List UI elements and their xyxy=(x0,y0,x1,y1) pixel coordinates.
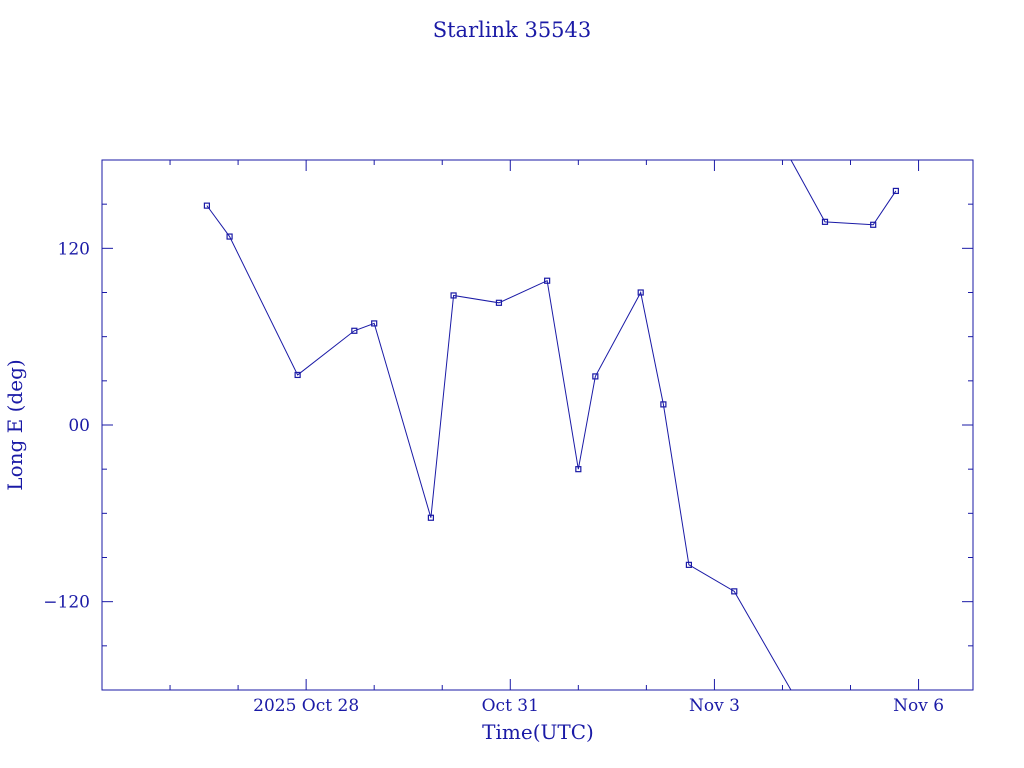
x-tick-label: 2025 Oct 28 xyxy=(253,696,359,716)
y-tick-label: −120 xyxy=(43,593,90,613)
y-axis-label: Long E (deg) xyxy=(3,359,27,490)
axis-ticks xyxy=(102,160,973,690)
data-point xyxy=(351,327,358,334)
series-line xyxy=(790,159,897,226)
data-point xyxy=(575,466,582,473)
tick-labels: 2025 Oct 28 Oct 31 Nov 3 Nov 6 120 00 −120 xyxy=(43,239,944,716)
data-point xyxy=(592,373,599,380)
y-tick-label: 120 xyxy=(58,239,90,259)
data-point xyxy=(685,561,693,568)
data-point xyxy=(203,202,211,209)
chart-title: Starlink 35543 xyxy=(433,18,592,42)
data-point xyxy=(544,277,551,284)
x-tick-label: Oct 31 xyxy=(482,696,539,716)
y-tick-label: 00 xyxy=(68,416,90,436)
data-point xyxy=(226,233,233,240)
data-point xyxy=(892,187,899,195)
x-axis-label: Time(UTC) xyxy=(482,720,594,744)
series-line xyxy=(206,205,792,691)
data-point xyxy=(450,292,457,299)
data-point xyxy=(870,221,877,228)
data-point xyxy=(637,289,644,296)
data-point xyxy=(294,371,301,379)
x-tick-label: Nov 6 xyxy=(893,696,944,716)
data-point xyxy=(427,514,434,521)
data-point xyxy=(821,218,829,225)
x-tick-label: Nov 3 xyxy=(689,696,740,716)
data-point xyxy=(660,401,667,408)
data-point xyxy=(371,320,378,327)
data-series xyxy=(203,159,899,691)
data-point xyxy=(731,588,738,595)
data-point xyxy=(495,299,503,306)
